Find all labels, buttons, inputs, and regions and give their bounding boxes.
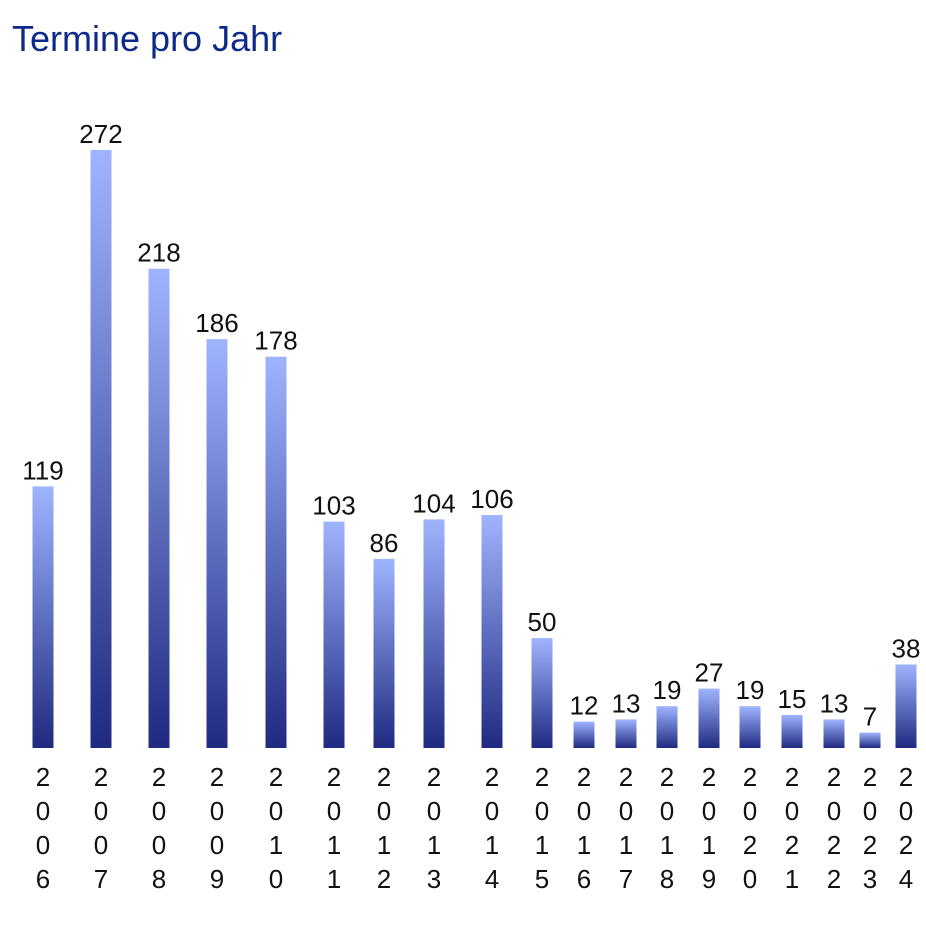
value-label-2023: 7 [863,702,877,732]
bar-2009 [206,339,228,748]
value-label-2012: 86 [370,528,399,558]
value-label-2009: 186 [195,308,238,338]
value-label-2007: 272 [79,119,122,149]
bar-2007 [90,150,112,748]
bar-2023 [859,732,881,748]
bar-2014 [481,515,503,748]
value-label-2014: 106 [470,484,513,514]
value-label-2024: 38 [892,634,921,664]
value-label-2018: 19 [653,675,682,705]
bar-2011 [323,521,345,748]
value-label-2010: 178 [254,326,297,356]
value-label-2021: 15 [778,684,807,714]
value-labels-group: 119 272 218 186 178 103 86 104 106 50 12 13 19 27 19 15… [22,119,920,732]
bar-2024 [895,664,917,748]
bar-2013 [423,519,445,748]
bar-2012 [373,558,395,748]
bar-2016 [573,721,595,748]
bar-2006 [32,486,54,748]
bars-group [32,150,917,748]
bar-2021 [781,715,803,748]
bar-2020 [739,706,761,748]
value-label-2020: 19 [736,675,765,705]
value-label-2015: 50 [528,607,557,637]
bar-2018 [656,706,678,748]
chart-title: Termine pro Jahr [12,18,283,59]
bar-2017 [615,719,637,748]
value-label-2006: 119 [22,455,63,485]
value-label-2017: 13 [612,688,641,718]
value-label-2008: 218 [137,238,180,268]
value-label-2022: 13 [820,688,849,718]
bar-2015 [531,638,553,748]
value-label-2019: 27 [695,658,724,688]
bar-2010 [265,356,287,748]
value-label-2016: 12 [570,691,599,721]
value-label-2013: 104 [412,488,455,518]
bar-2022 [823,719,845,748]
bar-2019 [698,688,720,748]
value-label-2011: 103 [312,491,355,521]
x-tick-labels-group: 2 0 0 6 2 0 0 7 2 0 0 8 2 0 0 9 2 0 1 0 2 0 1 1 2 0 1 2 2 0 1 3 2 0 1 4 2 0 1 5… [36,762,913,894]
bar-2008 [148,268,170,748]
